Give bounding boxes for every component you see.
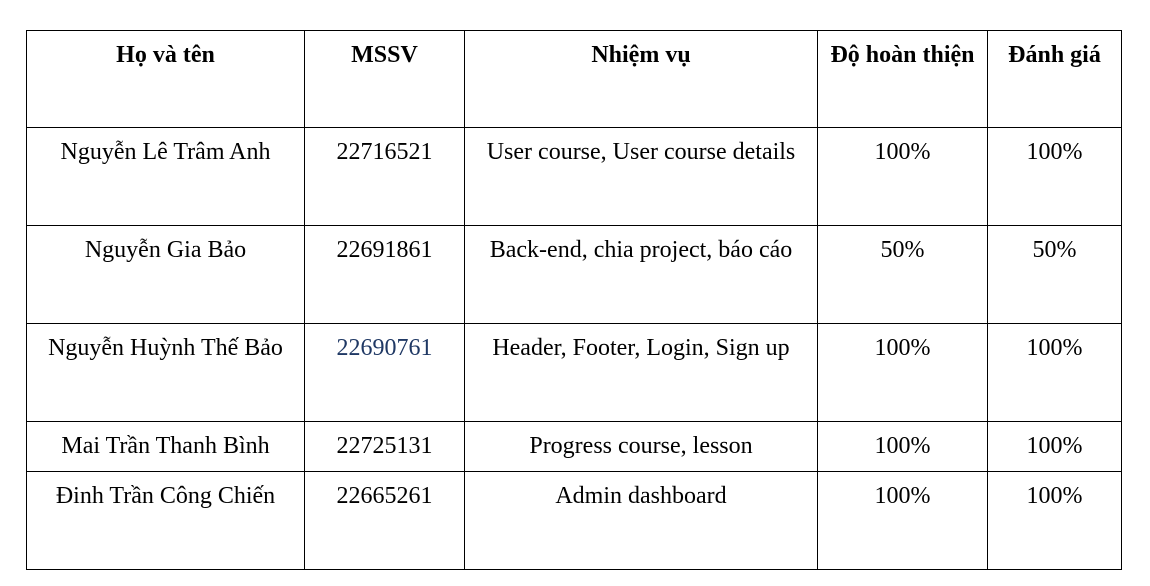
task-assignment-table: Họ và tên MSSV Nhiệm vụ Độ hoàn thiện Đá… xyxy=(26,30,1122,570)
cell-mssv: 22665261 xyxy=(304,470,465,570)
table-row: Nguyễn Lê Trâm Anh 22716521 User course,… xyxy=(26,127,1122,226)
cell-task: Admin dashboard xyxy=(464,470,818,570)
cell-completion: 100% xyxy=(817,323,988,422)
cell-task: Back-end, chia project, báo cáo xyxy=(464,225,818,324)
cell-mssv: 22690761 xyxy=(304,323,465,422)
cell-mssv: 22691861 xyxy=(304,225,465,324)
cell-name: Đinh Trần Công Chiến xyxy=(26,470,305,570)
table-row: Đinh Trần Công Chiến 22665261 Admin dash… xyxy=(26,470,1122,570)
cell-completion: 50% xyxy=(817,225,988,324)
cell-task: Progress course, lesson xyxy=(464,421,818,472)
cell-name: Nguyễn Gia Bảo xyxy=(26,225,305,324)
cell-completion: 100% xyxy=(817,127,988,226)
cell-task: Header, Footer, Login, Sign up xyxy=(464,323,818,422)
cell-name: Mai Trần Thanh Bình xyxy=(26,421,305,472)
header-row: Họ và tên MSSV Nhiệm vụ Độ hoàn thiện Đá… xyxy=(26,30,1122,128)
table-row: Nguyễn Huỳnh Thế Bảo 22690761 Header, Fo… xyxy=(26,323,1122,422)
cell-mssv: 22725131 xyxy=(304,421,465,472)
header-mssv: MSSV xyxy=(304,30,465,128)
cell-completion: 100% xyxy=(817,470,988,570)
header-task: Nhiệm vụ xyxy=(464,30,818,128)
cell-rating: 100% xyxy=(987,323,1122,422)
table-row: Nguyễn Gia Bảo 22691861 Back-end, chia p… xyxy=(26,225,1122,324)
header-rating: Đánh giá xyxy=(987,30,1122,128)
cell-name: Nguyễn Huỳnh Thế Bảo xyxy=(26,323,305,422)
cell-mssv: 22716521 xyxy=(304,127,465,226)
cell-name: Nguyễn Lê Trâm Anh xyxy=(26,127,305,226)
cell-rating: 100% xyxy=(987,421,1122,472)
table-row: Mai Trần Thanh Bình 22725131 Progress co… xyxy=(26,421,1122,472)
cell-task: User course, User course details xyxy=(464,127,818,226)
cell-completion: 100% xyxy=(817,421,988,472)
cell-rating: 100% xyxy=(987,127,1122,226)
cell-rating: 100% xyxy=(987,470,1122,570)
cell-rating: 50% xyxy=(987,225,1122,324)
header-completion: Độ hoàn thiện xyxy=(817,30,988,128)
header-name: Họ và tên xyxy=(26,30,305,128)
